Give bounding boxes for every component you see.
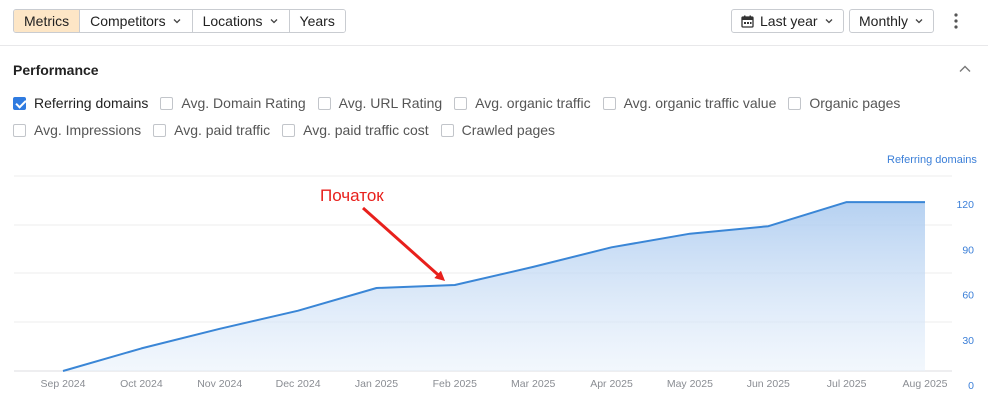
chart-area-fill	[63, 202, 925, 371]
checkbox-empty-icon	[788, 96, 802, 110]
checkbox-checked-icon	[13, 96, 26, 110]
chevron-down-icon	[915, 19, 923, 24]
kebab-menu-icon[interactable]	[950, 12, 962, 30]
calendar-icon	[741, 15, 754, 28]
x-tick-label: May 2025	[667, 378, 713, 390]
x-tick-label: Aug 2025	[903, 378, 948, 390]
metric-checkbox-crawled-pages[interactable]: Crawled pages	[440, 122, 556, 138]
checkbox-empty-icon	[317, 96, 331, 110]
y-tick-label: 60	[962, 290, 974, 302]
series-line-referring-domains	[62, 201, 925, 372]
x-tick-label: Oct 2024	[120, 378, 163, 390]
metric-checkbox-label: Organic pages	[809, 95, 901, 111]
metric-checkbox-avg-paid-traffic-cost[interactable]: Avg. paid traffic cost	[282, 122, 429, 138]
x-tick-label: Nov 2024	[197, 378, 242, 390]
x-tick-label: Dec 2024	[276, 378, 321, 390]
metric-checkbox-label: Avg. organic traffic value	[623, 95, 777, 111]
y-tick-label: 0	[968, 380, 974, 392]
x-tick-label: Jun 2025	[747, 378, 790, 390]
date-range-label: Last year	[760, 13, 818, 29]
metric-checkbox-avg-organic-traffic-value[interactable]: Avg. organic traffic value	[602, 95, 777, 111]
metric-checkbox-label: Avg. URL Rating	[338, 95, 443, 111]
metric-checkbox-label: Avg. organic traffic	[475, 95, 591, 111]
checkbox-empty-icon	[602, 96, 616, 110]
x-tick-label: Mar 2025	[511, 378, 556, 390]
checkbox-empty-icon	[153, 123, 167, 137]
checkbox-empty-icon	[440, 123, 454, 137]
checkbox-empty-icon	[282, 123, 296, 137]
checkbox-empty-icon	[160, 96, 174, 110]
toolbar: Metrics Competitors Locations Years Last…	[0, 0, 988, 46]
tab-metrics[interactable]: Metrics	[14, 10, 81, 32]
chevron-up-icon[interactable]	[958, 64, 972, 74]
chevron-down-icon	[270, 19, 277, 24]
competitors-dropdown[interactable]: Competitors	[80, 10, 193, 32]
annotation-arrow	[362, 206, 446, 281]
x-tick-label: Jan 2025	[355, 378, 398, 390]
section-title: Performance	[13, 62, 99, 78]
interval-dropdown[interactable]: Monthly	[849, 9, 935, 33]
annotation-label: Початок	[320, 186, 384, 205]
metric-checkbox-organic-pages[interactable]: Organic pages	[788, 95, 900, 111]
y-axis-title: Referring domains	[887, 154, 977, 166]
x-tick-label: Feb 2025	[433, 378, 478, 390]
metric-checkbox-label: Avg. paid traffic cost	[303, 122, 429, 138]
metric-checkbox-label: Referring domains	[34, 95, 149, 111]
metric-checkbox-label: Crawled pages	[461, 122, 556, 138]
metric-checkbox-avg-organic-traffic[interactable]: Avg. organic traffic	[454, 95, 591, 111]
chevron-down-icon	[173, 19, 181, 24]
metric-checkbox-label: Avg. Impressions	[34, 122, 142, 138]
y-tick-label: 90	[962, 244, 974, 256]
metric-checkboxes-row-2: Avg. Impressions Avg. paid traffic Avg. pa…	[13, 122, 567, 138]
metric-checkbox-referring-domains[interactable]: Referring domains	[13, 95, 148, 111]
y-tick-label: 120	[956, 199, 974, 211]
checkbox-empty-icon	[13, 123, 26, 137]
metric-checkbox-label: Avg. Domain Rating	[181, 95, 306, 111]
locations-dropdown[interactable]: Locations	[192, 10, 290, 32]
y-tick-label: 30	[962, 335, 974, 347]
chevron-down-icon	[825, 19, 833, 24]
x-tick-label: Jul 2025	[827, 378, 867, 390]
x-tick-label: Apr 2025	[590, 378, 633, 390]
tab-years[interactable]: Years	[289, 10, 345, 32]
metric-checkbox-avg-impressions[interactable]: Avg. Impressions	[13, 122, 141, 138]
metric-checkbox-avg-domain-rating[interactable]: Avg. Domain Rating	[160, 95, 306, 111]
view-tabs: Metrics Competitors Locations Years	[13, 9, 346, 33]
metric-checkbox-avg-url-rating[interactable]: Avg. URL Rating	[317, 95, 443, 111]
interval-label: Monthly	[859, 13, 909, 29]
metric-checkbox-avg-paid-traffic[interactable]: Avg. paid traffic	[153, 122, 270, 138]
checkbox-empty-icon	[454, 96, 468, 110]
x-tick-label: Sep 2024	[41, 378, 86, 390]
date-range-dropdown[interactable]: Last year	[731, 9, 844, 33]
metric-checkbox-label: Avg. paid traffic	[174, 122, 271, 138]
metric-checkboxes-row-1: Referring domains Avg. Domain Rating Avg. …	[13, 95, 912, 111]
